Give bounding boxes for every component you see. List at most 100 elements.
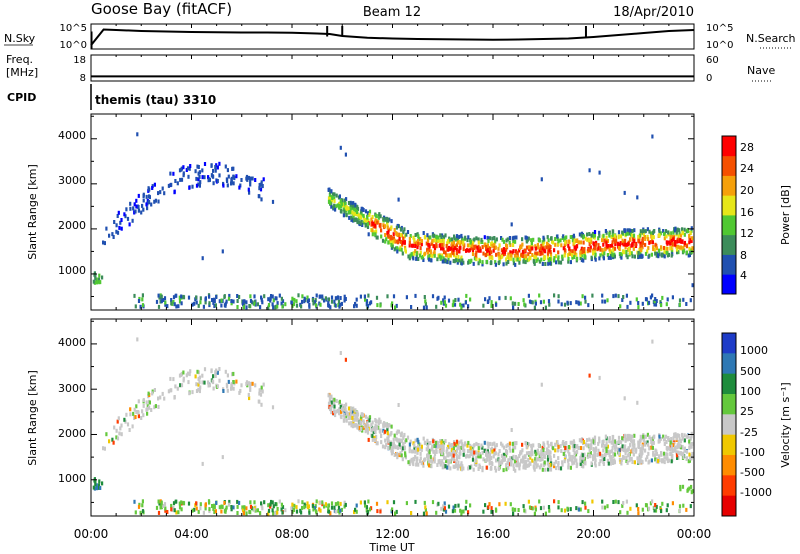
velocity-point: [563, 456, 567, 461]
velocity-point: [187, 380, 190, 385]
power-point: [214, 168, 217, 173]
velocity-point: [175, 510, 178, 515]
velocity-point: [588, 447, 591, 452]
power-point: [433, 238, 436, 243]
velocity-point: [397, 403, 400, 407]
velocity-point: [260, 503, 263, 508]
power-point: [512, 305, 515, 310]
velocity-point: [674, 432, 677, 437]
velocity-point: [457, 503, 460, 508]
power-point: [375, 229, 378, 234]
velocity-point: [409, 459, 412, 464]
power-point: [523, 248, 526, 253]
velocity-point: [405, 501, 408, 506]
velocity-point: [683, 433, 686, 438]
power-point: [330, 189, 333, 194]
power-point: [651, 235, 654, 240]
velocity-point: [563, 441, 566, 446]
velocity-point: [528, 505, 532, 510]
power-point: [414, 233, 417, 237]
velocity-point: [390, 424, 393, 429]
power-point: [236, 299, 239, 303]
power-point: [451, 244, 455, 249]
velocity-point: [417, 444, 420, 449]
power-point: [401, 251, 404, 256]
velocity-point: [459, 508, 462, 513]
power-point: [120, 226, 123, 231]
power-point: [446, 241, 449, 246]
velocity-point: [644, 442, 647, 447]
power-point: [386, 222, 389, 227]
power-point: [690, 239, 693, 243]
power-point: [315, 303, 318, 308]
power-point: [554, 237, 557, 241]
power-point: [557, 257, 560, 262]
velocity-point: [521, 459, 524, 464]
velocity-point: [535, 464, 538, 469]
velocity-point: [562, 452, 565, 456]
power-point: [267, 303, 271, 307]
velocity-point: [142, 403, 145, 408]
velocity-point: [164, 506, 167, 511]
power-point: [621, 241, 625, 246]
velocity-point: [138, 502, 141, 507]
power-point: [429, 235, 432, 240]
power-point: [458, 258, 461, 263]
velocity-point: [520, 450, 523, 455]
velocity-point: [195, 501, 198, 506]
power-point: [334, 303, 337, 308]
velocity-point: [522, 504, 525, 509]
velocity-point: [428, 459, 431, 464]
velocity-point: [651, 440, 654, 445]
power-point: [370, 217, 373, 222]
power-point: [507, 252, 510, 257]
power-point: [617, 234, 620, 239]
power-point: [197, 171, 200, 176]
velocity-point: [538, 465, 541, 470]
power-point: [367, 232, 370, 237]
power-point: [368, 209, 372, 214]
power-point: [609, 249, 612, 254]
xtick-00-start: 00:00: [74, 527, 109, 541]
power-point: [392, 232, 395, 237]
velocity-point: [213, 510, 216, 514]
power-point: [531, 300, 534, 305]
velocity-point: [182, 370, 185, 375]
velocity-point: [691, 451, 694, 456]
power-point: [452, 247, 455, 252]
velocity-point: [506, 460, 509, 465]
velocity-point: [458, 464, 461, 469]
power-point: [365, 302, 368, 307]
power-point: [625, 250, 628, 254]
velocity-point: [222, 389, 225, 393]
velocity-point: [490, 456, 493, 460]
power-point: [375, 295, 379, 300]
velocity-point: [423, 500, 426, 505]
velocity-point: [534, 507, 537, 512]
power-point: [472, 261, 475, 266]
velocity-point: [465, 453, 469, 458]
power-point: [467, 260, 470, 265]
power-point: [440, 245, 443, 250]
power-point: [235, 174, 238, 179]
power-point: [211, 298, 214, 302]
power-point: [567, 259, 570, 264]
power-point: [374, 223, 377, 228]
velocity-point: [356, 417, 359, 422]
power-point: [514, 235, 517, 240]
power-point: [148, 200, 151, 205]
velocity-point: [339, 508, 342, 513]
power-point: [598, 256, 601, 261]
power-point: [336, 203, 339, 208]
cpid-row: CPID themis (tau) 3310: [7, 84, 216, 110]
power-point: [469, 259, 472, 264]
power-point: [490, 242, 493, 247]
velocity-ytick-1000: 1000: [58, 472, 86, 485]
velocity-point: [238, 500, 241, 505]
velocity-point: [530, 506, 533, 510]
velocity-point: [631, 447, 634, 452]
power-point: [230, 181, 233, 186]
power-point: [449, 260, 452, 265]
velocity-point: [579, 446, 583, 450]
power-point: [469, 240, 472, 245]
